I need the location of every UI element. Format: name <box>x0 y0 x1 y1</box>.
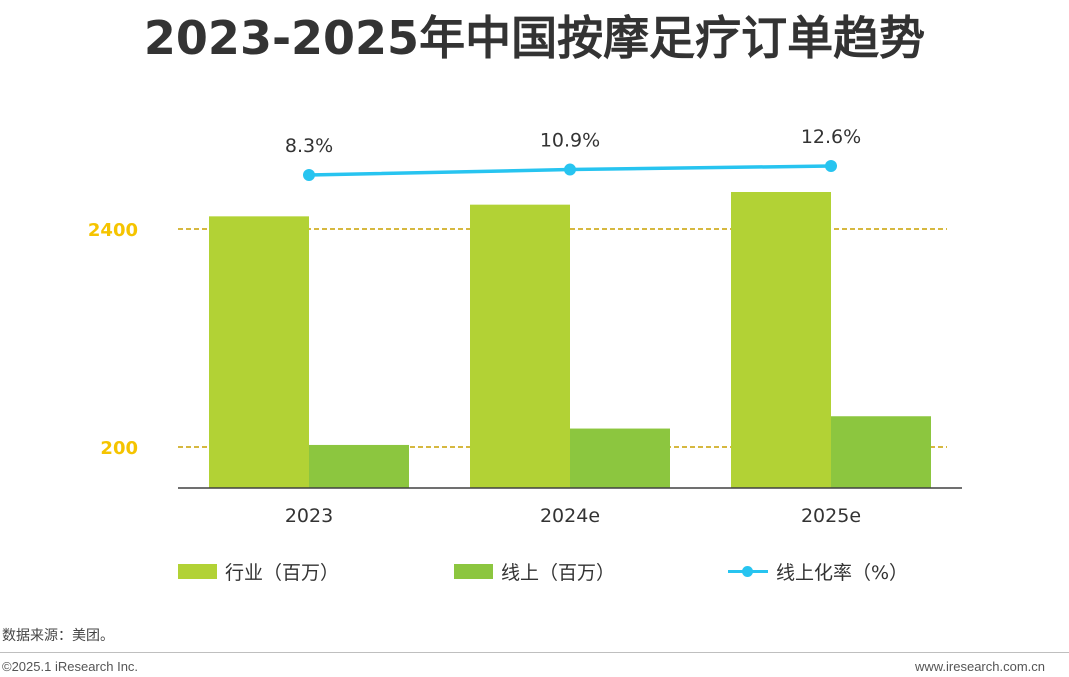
copyright-text: ©2025.1 iResearch Inc. <box>2 659 139 674</box>
chart-plot: 2400 200 2023 2024e 2025e 8.3% 10.9% 12.6% <box>88 126 962 527</box>
source-note: 数据来源：美团。 <box>2 628 114 644</box>
legend-swatch-online <box>454 563 493 579</box>
point-online-rate-2025e <box>825 160 837 172</box>
legend-swatch-online-rate <box>728 564 768 579</box>
website-link[interactable]: www.iresearch.com.cn <box>914 659 1045 674</box>
legend-label-online-rate: 线上化率（%） <box>776 561 909 584</box>
data-label-online-rate-2023: 8.3% <box>285 135 333 157</box>
legend-label-online: 线上（百万） <box>501 561 616 584</box>
point-online-rate-2023 <box>303 169 315 181</box>
bar-online-2024e <box>570 428 670 488</box>
x-tick-label-2025e: 2025e <box>801 505 861 527</box>
footer-divider <box>0 652 1069 653</box>
reference-label-200: 200 <box>100 438 138 459</box>
bar-industry-2023 <box>209 216 309 488</box>
bar-industry-2025e <box>731 192 831 488</box>
bar-online-2025e <box>831 416 931 488</box>
data-label-online-rate-2025e: 12.6% <box>801 126 861 148</box>
point-online-rate-2024e <box>564 163 576 176</box>
chart-title: 2023-2025年中国按摩足疗订单趋势 <box>143 11 926 65</box>
reference-label-2400: 2400 <box>88 220 138 241</box>
legend-item-industry: 行业（百万） <box>178 558 339 584</box>
x-tick-label-2024e: 2024e <box>540 505 600 527</box>
bar-industry-2024e <box>470 204 570 488</box>
legend-item-online-rate: 线上化率（%） <box>728 558 908 584</box>
data-label-online-rate-2024e: 10.9% <box>540 130 600 152</box>
legend-item-online: 线上（百万） <box>454 558 615 584</box>
bar-online-2023 <box>309 444 409 488</box>
legend-swatch-industry <box>178 563 217 579</box>
legend-label-industry: 行业（百万） <box>225 561 340 584</box>
x-tick-label-2023: 2023 <box>285 505 333 527</box>
